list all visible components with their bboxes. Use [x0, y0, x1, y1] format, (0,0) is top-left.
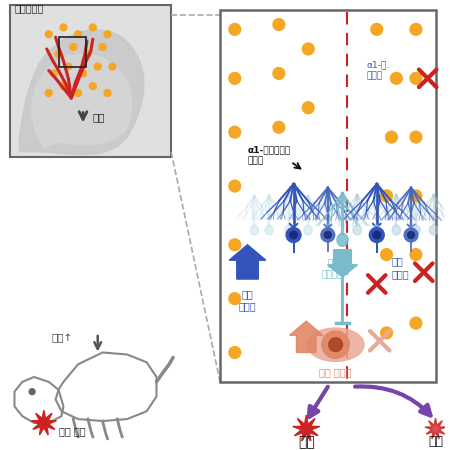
Circle shape [65, 63, 72, 70]
Circle shape [404, 228, 418, 242]
Circle shape [373, 231, 381, 239]
Ellipse shape [353, 225, 361, 235]
Ellipse shape [373, 225, 381, 235]
Ellipse shape [265, 225, 273, 235]
Bar [9, 5, 171, 157]
Circle shape [75, 90, 81, 96]
Circle shape [273, 122, 285, 133]
Circle shape [45, 90, 52, 96]
Ellipse shape [337, 234, 348, 247]
Circle shape [302, 102, 314, 113]
Circle shape [410, 72, 422, 84]
Circle shape [50, 70, 57, 77]
Ellipse shape [429, 225, 438, 235]
Circle shape [55, 50, 62, 57]
Text: α1-아.
수용체: α1-아. 수용체 [367, 61, 390, 81]
Polygon shape [32, 54, 132, 147]
Circle shape [229, 126, 241, 138]
Ellipse shape [392, 225, 400, 235]
Circle shape [109, 63, 116, 70]
Circle shape [85, 50, 91, 57]
Ellipse shape [304, 225, 312, 235]
Circle shape [410, 317, 422, 329]
Circle shape [90, 24, 96, 31]
Circle shape [99, 44, 106, 50]
Ellipse shape [250, 225, 258, 235]
Circle shape [60, 83, 67, 90]
Circle shape [104, 31, 111, 38]
Ellipse shape [324, 225, 332, 235]
Circle shape [371, 23, 382, 35]
Polygon shape [19, 29, 144, 155]
Circle shape [229, 293, 241, 305]
Polygon shape [293, 415, 320, 442]
Circle shape [60, 24, 67, 31]
Circle shape [229, 23, 241, 35]
Text: 청반↑: 청반↑ [52, 333, 73, 343]
Text: 통증: 통증 [298, 435, 315, 449]
Ellipse shape [284, 225, 293, 235]
Circle shape [80, 70, 86, 77]
Text: 통증: 통증 [428, 435, 443, 448]
Circle shape [322, 331, 349, 358]
Circle shape [94, 63, 101, 70]
Circle shape [286, 228, 301, 243]
Circle shape [369, 228, 384, 243]
FancyArrowPatch shape [355, 387, 431, 415]
Circle shape [75, 31, 81, 38]
Text: 소뇌
교세포: 소뇌 교세포 [392, 256, 409, 279]
Text: 심부 소뇌핵: 심부 소뇌핵 [320, 367, 352, 377]
Text: 청반: 청반 [93, 112, 105, 122]
Text: 아드레날린: 아드레날린 [14, 3, 44, 13]
Circle shape [410, 190, 422, 202]
Circle shape [408, 232, 414, 238]
Circle shape [381, 249, 392, 261]
Circle shape [410, 249, 422, 261]
Circle shape [90, 83, 96, 90]
Circle shape [273, 18, 285, 30]
Circle shape [386, 131, 397, 143]
Circle shape [229, 346, 241, 358]
Circle shape [45, 31, 52, 38]
Polygon shape [328, 250, 357, 277]
Bar [58, 37, 86, 67]
Polygon shape [290, 321, 323, 352]
Text: 소뇌
교세포: 소뇌 교세포 [238, 289, 256, 311]
Text: 통증 자극: 통증 자극 [58, 426, 85, 436]
Circle shape [29, 389, 35, 395]
Circle shape [381, 190, 392, 202]
Polygon shape [425, 418, 446, 439]
Circle shape [410, 131, 422, 143]
Circle shape [229, 180, 241, 192]
Bar [220, 10, 436, 382]
Ellipse shape [412, 225, 420, 235]
Text: α1-아드레날란
수용체: α1-아드레날란 수용체 [248, 145, 291, 165]
Text: 소뇌
신경세포: 소뇌 신경세포 [322, 260, 343, 279]
Polygon shape [229, 245, 266, 279]
Ellipse shape [307, 328, 364, 361]
Circle shape [321, 228, 335, 242]
Circle shape [329, 338, 342, 351]
Circle shape [391, 72, 402, 84]
Circle shape [302, 43, 314, 55]
Circle shape [290, 231, 297, 239]
Circle shape [229, 72, 241, 84]
Circle shape [324, 232, 331, 238]
Circle shape [70, 44, 76, 50]
Circle shape [381, 327, 392, 339]
Circle shape [104, 90, 111, 96]
Circle shape [229, 239, 241, 251]
Circle shape [273, 68, 285, 79]
Polygon shape [32, 410, 56, 435]
Circle shape [410, 23, 422, 35]
